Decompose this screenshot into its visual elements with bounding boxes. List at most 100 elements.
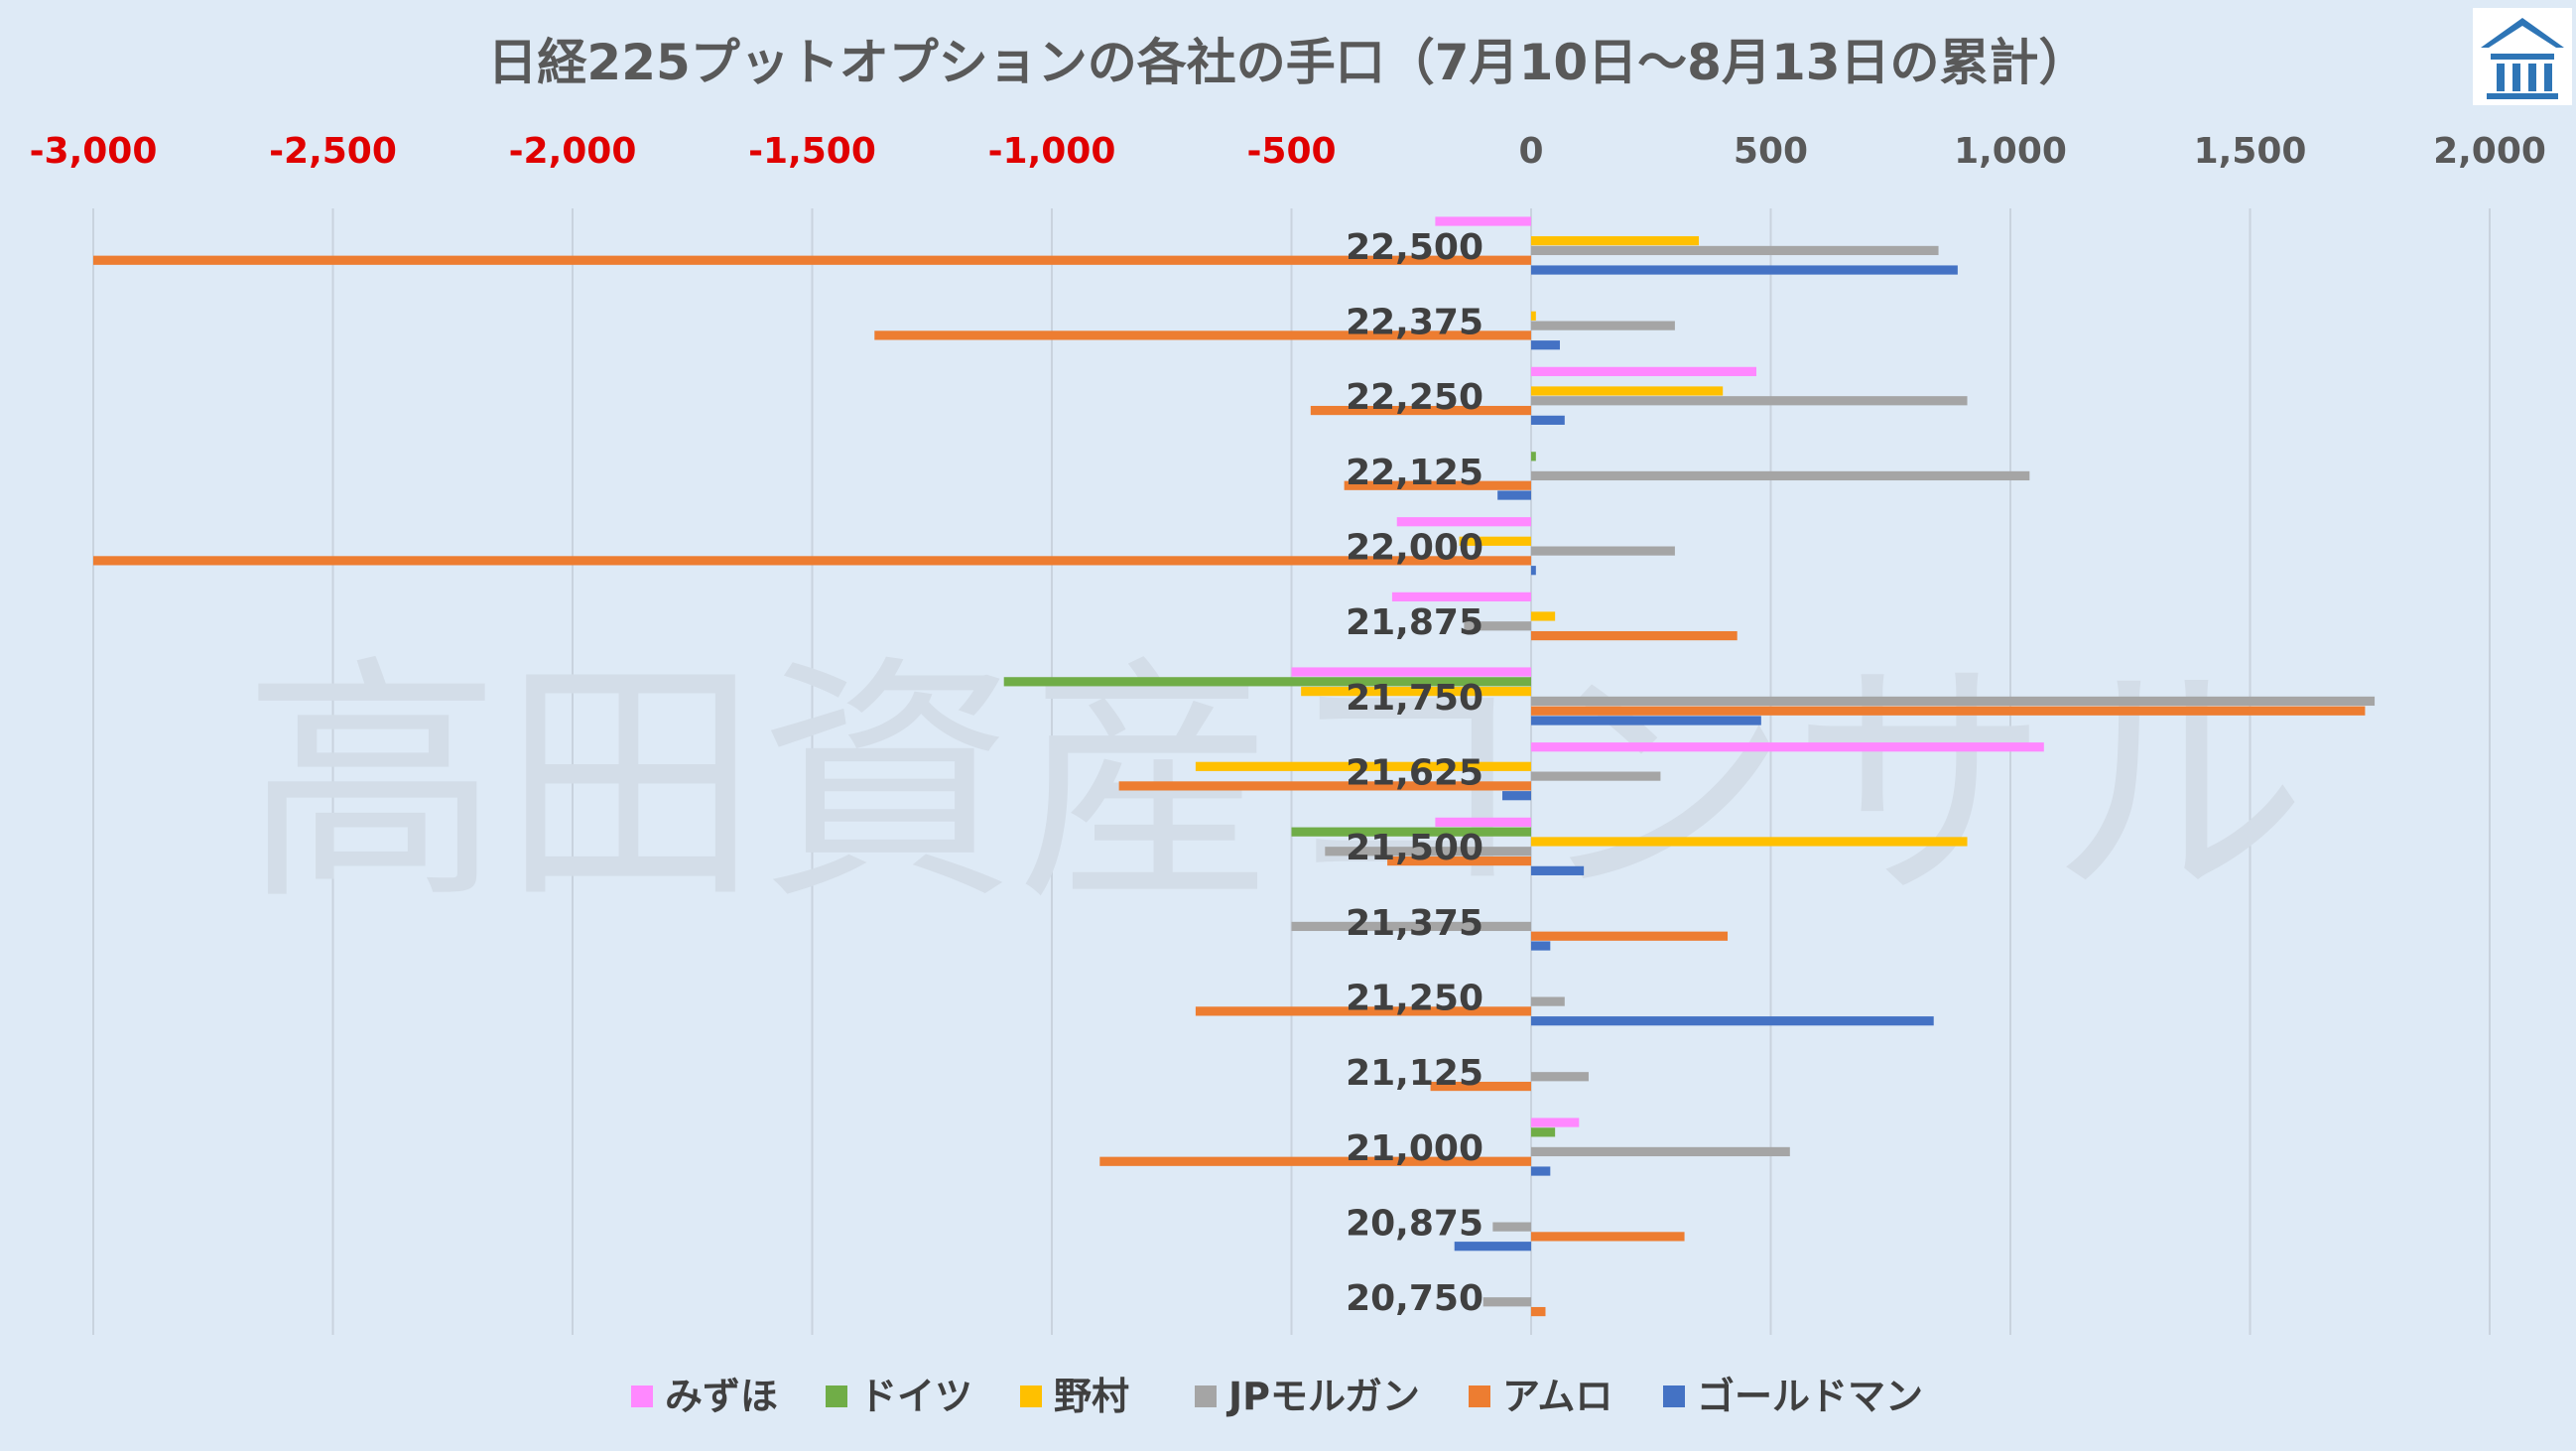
category-label: 22,250 — [1346, 377, 1483, 418]
bar — [1497, 490, 1531, 500]
category-label: 21,375 — [1346, 903, 1483, 944]
bar — [1118, 781, 1531, 791]
bar — [1291, 667, 1531, 677]
bar — [1430, 1081, 1531, 1092]
bar — [1531, 941, 1551, 951]
category-label: 21,500 — [1346, 828, 1483, 868]
x-tick-label: 1,000 — [1954, 131, 2067, 172]
bar — [1531, 245, 1939, 256]
bar — [1531, 996, 1565, 1006]
bar — [1531, 1146, 1790, 1157]
bar — [1301, 687, 1531, 697]
category-label: 21,625 — [1346, 753, 1483, 794]
legend-label: みずほ — [665, 1375, 778, 1418]
legend-swatch — [1469, 1385, 1490, 1407]
bar — [1531, 311, 1536, 321]
x-tick-label: 0 — [1518, 131, 1543, 172]
category-label: 22,125 — [1346, 453, 1483, 493]
bar-layer — [93, 216, 2376, 1317]
x-tick-label: -2,000 — [509, 131, 637, 172]
bar — [1492, 1222, 1531, 1232]
bar — [1531, 1072, 1589, 1082]
tick-layer: -3,000 -2,500 -2,000 -1,500 -1,000 -500 0 500 1,… — [30, 131, 2546, 172]
bar — [1291, 827, 1531, 837]
bar — [1435, 817, 1531, 827]
x-tick-label: -1,500 — [748, 131, 876, 172]
bar — [1531, 396, 1968, 406]
bar — [1502, 791, 1531, 801]
bar — [1464, 621, 1531, 631]
bar — [1454, 1242, 1531, 1252]
category-label-layer: 22,500 22,375 22,250 22,125 22,000 21,875 21,7… — [1346, 227, 1483, 1319]
bar — [1531, 1232, 1685, 1242]
legend-label: JPモルガン — [1225, 1375, 1420, 1418]
x-tick-label: -1,000 — [988, 131, 1116, 172]
bar — [1531, 706, 2366, 716]
bar — [1099, 1156, 1531, 1166]
bar — [1531, 566, 1536, 576]
bar — [93, 255, 1531, 265]
bar — [1531, 546, 1675, 556]
bar — [1531, 837, 1968, 847]
bar — [1003, 677, 1531, 687]
category-label: 21,750 — [1346, 678, 1483, 719]
bar — [1531, 742, 2044, 752]
category-label: 21,875 — [1346, 602, 1483, 643]
bar — [1531, 1118, 1580, 1127]
bar — [1531, 452, 1536, 462]
legend-swatch — [1195, 1385, 1217, 1407]
legend-label: アムロ — [1502, 1375, 1612, 1418]
category-label: 20,750 — [1346, 1278, 1483, 1319]
bar — [1531, 366, 1757, 376]
bar — [1435, 216, 1531, 226]
bar — [1531, 1016, 1934, 1026]
bar — [1531, 470, 2030, 481]
category-label: 22,500 — [1346, 227, 1483, 268]
bar — [1531, 865, 1585, 875]
bar — [1531, 771, 1661, 781]
bar — [1531, 386, 1724, 396]
category-label: 21,000 — [1346, 1128, 1483, 1169]
bar — [1391, 592, 1531, 601]
bar — [1325, 847, 1531, 857]
legend-swatch — [1020, 1385, 1042, 1407]
x-tick-label: 2,000 — [2433, 131, 2546, 172]
x-tick-label: 500 — [1734, 131, 1808, 172]
bar — [1531, 611, 1556, 621]
legend-swatch — [631, 1385, 653, 1407]
building-logo-icon — [2473, 8, 2572, 105]
x-tick-label: -500 — [1246, 131, 1336, 172]
bar — [874, 330, 1531, 340]
bar — [1531, 1166, 1551, 1176]
category-label: 20,875 — [1346, 1204, 1483, 1245]
bar — [1531, 340, 1560, 350]
bar — [1310, 405, 1531, 416]
bar — [1291, 921, 1531, 932]
bar — [1531, 630, 1738, 641]
bar — [1531, 696, 2376, 707]
category-label: 21,250 — [1346, 979, 1483, 1019]
chart-title: 日経225プットオプションの各社の手口（7月10日～8月13日の累計） — [487, 34, 2088, 91]
bar — [1531, 236, 1700, 246]
bar — [1531, 321, 1675, 330]
category-label: 22,375 — [1346, 303, 1483, 343]
bar — [1396, 517, 1531, 527]
bar — [1344, 480, 1531, 490]
bar — [1459, 536, 1531, 546]
bar — [1387, 856, 1531, 866]
category-label: 22,000 — [1346, 528, 1483, 569]
bar — [93, 556, 1531, 566]
bar — [1482, 1297, 1531, 1307]
legend-label: 野村 — [1054, 1375, 1129, 1418]
legend-label: ドイツ — [859, 1375, 972, 1418]
bar — [1531, 415, 1565, 425]
legend-swatch — [1663, 1385, 1685, 1407]
legend: みずほ ドイツ 野村 JPモルガン アムロ ゴールドマン — [631, 1375, 1923, 1418]
x-tick-label: 1,500 — [2194, 131, 2307, 172]
x-tick-label: -2,500 — [269, 131, 397, 172]
bar — [1195, 1006, 1531, 1016]
bar — [1531, 716, 1761, 726]
